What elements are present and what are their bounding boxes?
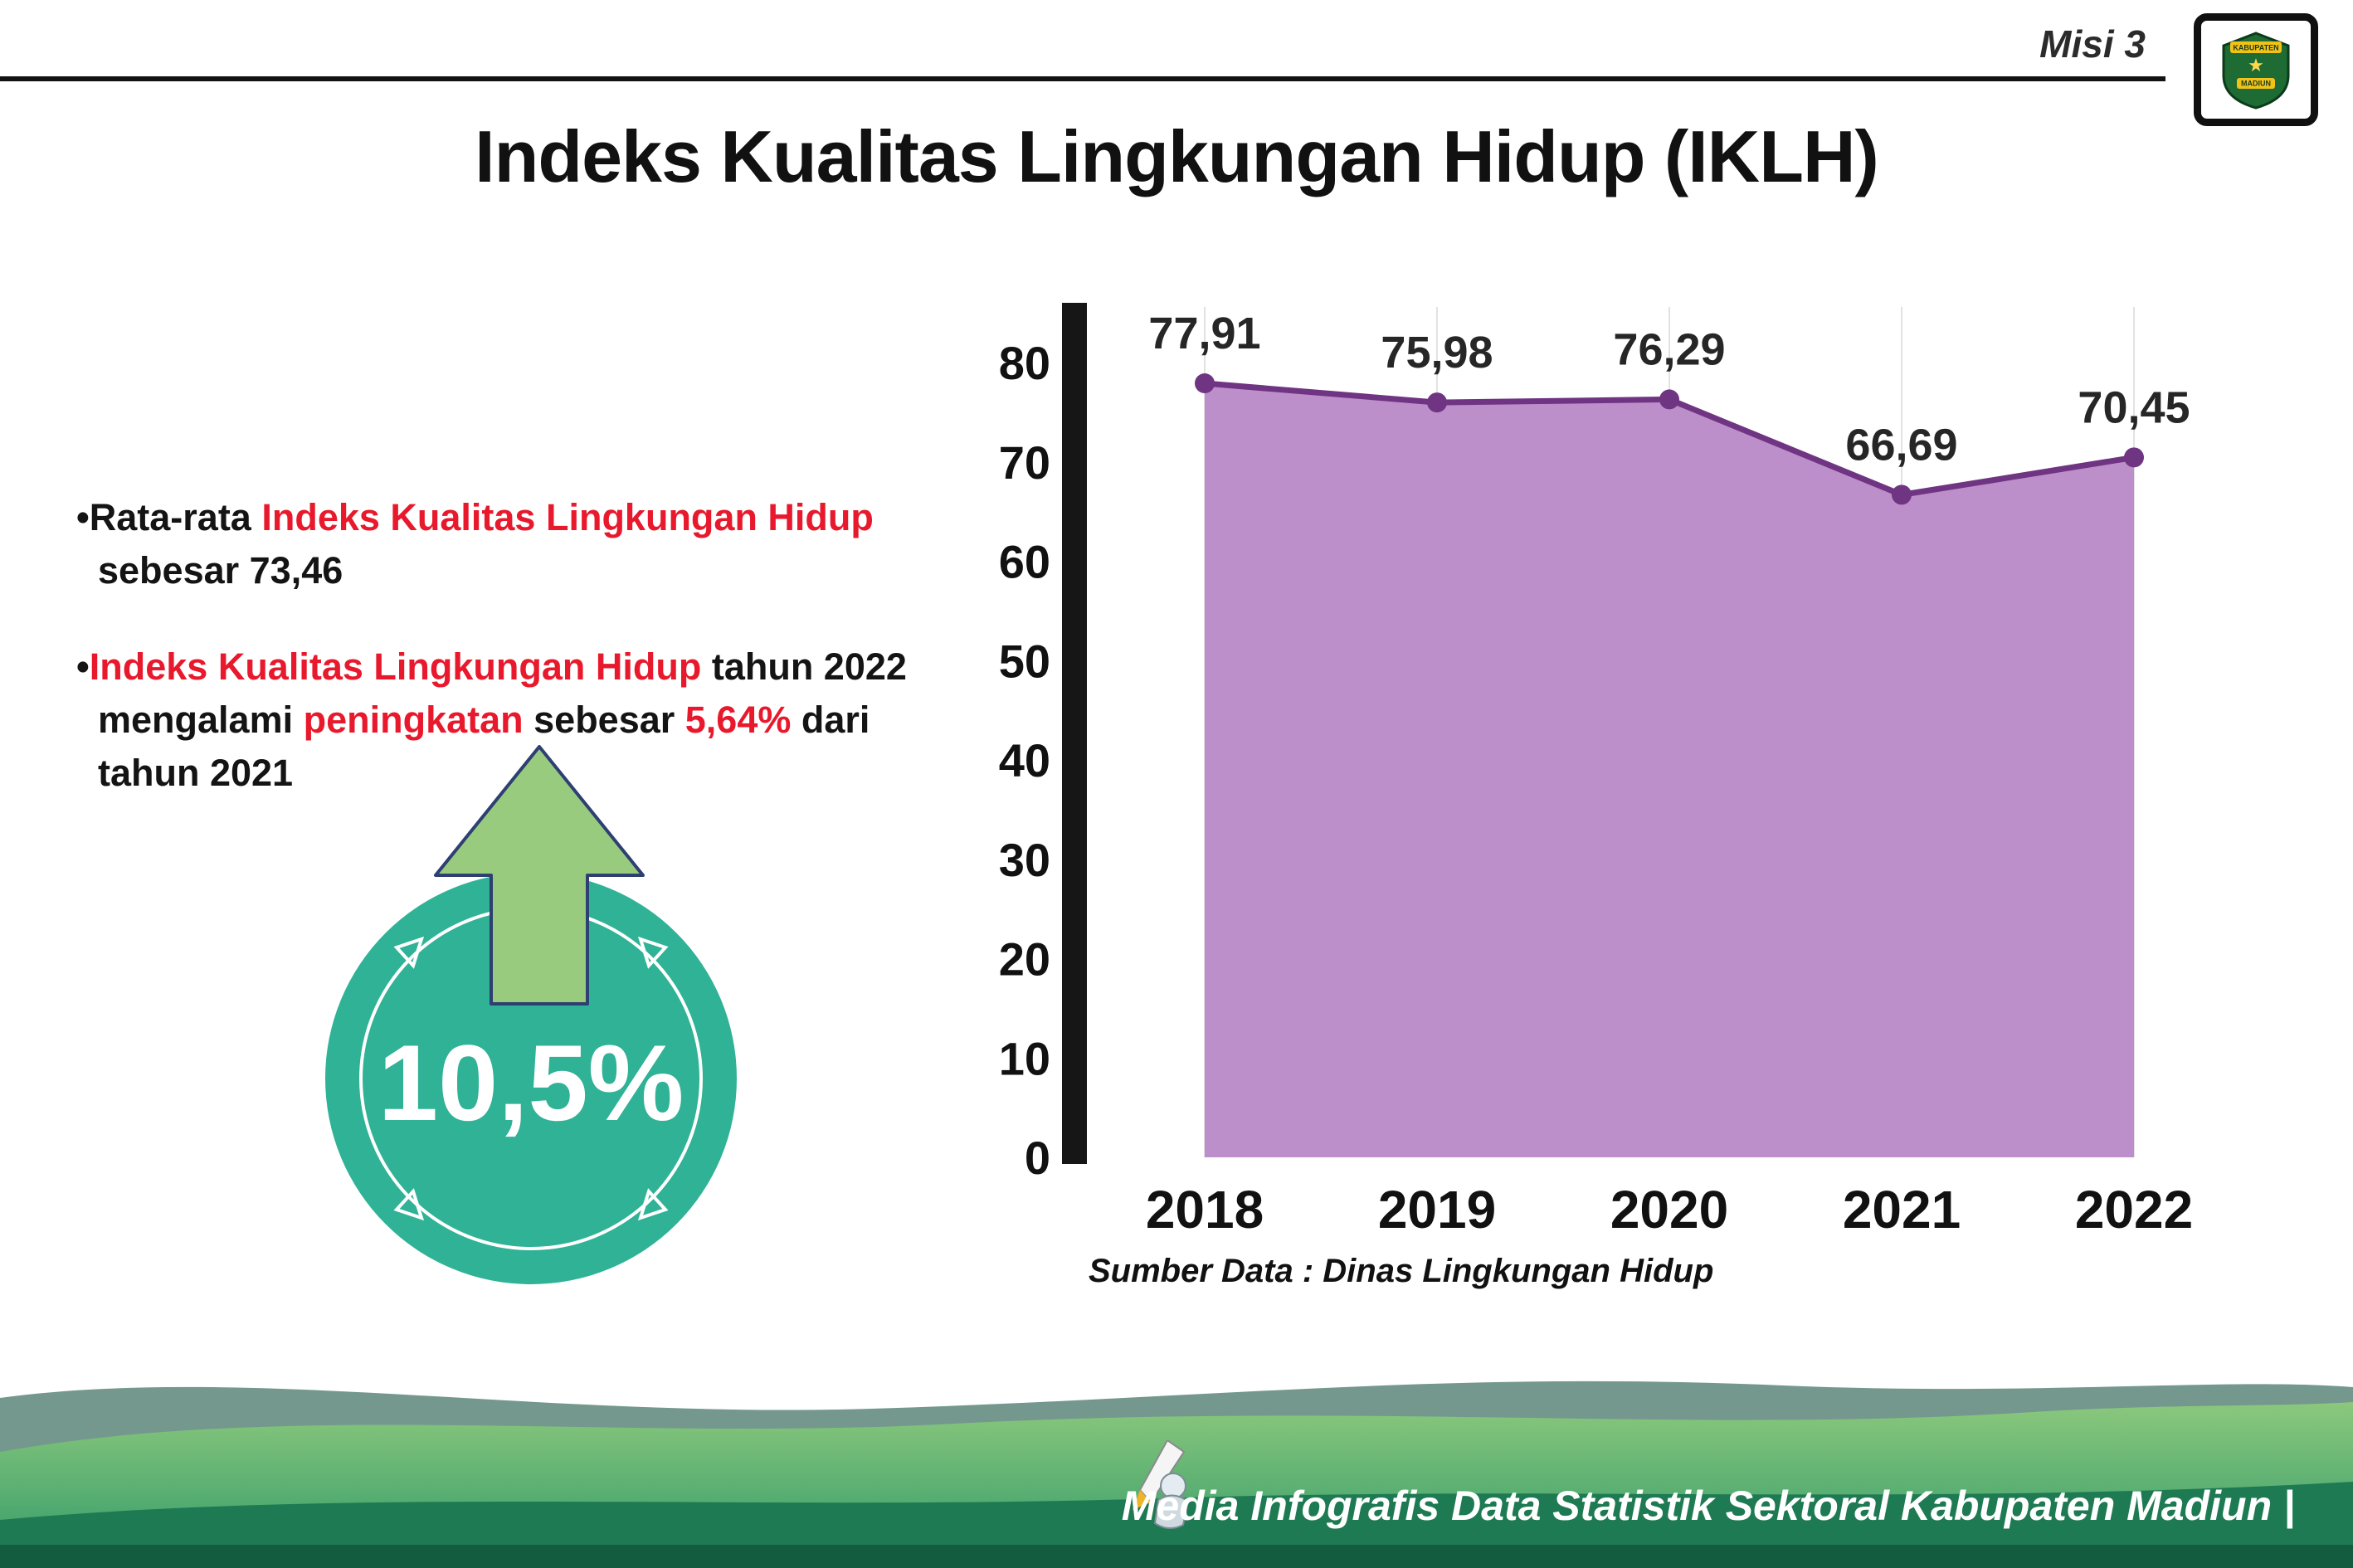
y-tick-label: 60 — [999, 536, 1050, 588]
value-label: 77,91 — [1148, 309, 1260, 358]
kabupaten-madiun-logo: KABUPATEN ★ MADIUN — [2194, 13, 2318, 126]
x-category-label: 2022 — [2075, 1180, 2193, 1239]
source-caption: Sumber Data : Dinas Lingkungan Hidup — [1089, 1253, 1713, 1289]
logo-line1: KABUPATEN — [2233, 44, 2278, 52]
badge-circle — [325, 873, 737, 1284]
increase-badge: 10,5% — [325, 745, 737, 1284]
area-fill — [1205, 383, 2134, 1158]
value-label: 75,98 — [1381, 328, 1493, 377]
data-point — [1892, 485, 1912, 505]
summary-bullets: •Rata-rata Indeks Kualitas Lingkungan Hi… — [76, 491, 972, 842]
y-tick-label: 0 — [1025, 1132, 1050, 1184]
arrow-up-icon — [434, 745, 645, 1006]
badge-percentage: 10,5% — [378, 1022, 684, 1143]
data-point — [1659, 389, 1679, 410]
y-tick-label: 10 — [999, 1032, 1050, 1084]
bullet-line: tahun 2021 — [98, 751, 294, 794]
misi-label: Misi 3 — [2039, 22, 2146, 66]
logo-line2: MADIUN — [2241, 80, 2271, 88]
x-category-label: 2018 — [1146, 1180, 1264, 1239]
logo-star: ★ — [2248, 55, 2264, 75]
ring-triangle-nw — [393, 936, 425, 969]
value-label: 76,29 — [1613, 324, 1725, 374]
data-point — [1195, 373, 1215, 394]
y-tick-label: 80 — [999, 337, 1050, 389]
y-axis-bar — [1062, 303, 1087, 1164]
wave-base-strip — [0, 1545, 2353, 1568]
header-rule — [0, 76, 2165, 81]
page-title: Indeks Kualitas Lingkungan Hidup (IKLH) — [475, 115, 1879, 197]
y-tick-label: 70 — [999, 436, 1050, 489]
ring-triangle-sw — [393, 1188, 425, 1221]
bullet-average-iklh: •Rata-rata Indeks Kualitas Lingkungan Hi… — [76, 491, 972, 597]
value-label: 66,69 — [1845, 420, 1957, 470]
bullet-increase-2022: •Indeks Kualitas Lingkungan Hidup tahun … — [76, 640, 972, 800]
value-label: 70,45 — [2078, 382, 2190, 432]
mascot-icon — [1133, 1440, 1190, 1529]
bullet-line: •Indeks Kualitas Lingkungan Hidup tahun … — [76, 645, 907, 688]
x-category-label: 2021 — [1843, 1180, 1961, 1239]
iklh-area-chart: 77,91 75,98 76,29 66,69 70,45 0 10 20 30 40 50 60 70… — [999, 303, 2193, 1289]
crest-icon: KABUPATEN ★ MADIUN — [2222, 32, 2290, 110]
x-category-label: 2020 — [1610, 1180, 1728, 1239]
y-tick-label: 20 — [999, 933, 1050, 986]
bullet-line: •Rata-rata Indeks Kualitas Lingkungan Hi… — [76, 496, 874, 538]
ring-triangle-se — [637, 1188, 669, 1221]
x-category-label: 2019 — [1378, 1180, 1496, 1239]
bullet-line: sebesar 73,46 — [98, 548, 343, 592]
footer-credit: Media Infografis Data Statistik Sektoral… — [1121, 1483, 2295, 1529]
ring-triangle-ne — [637, 936, 669, 969]
y-tick-label: 40 — [999, 734, 1050, 786]
data-point — [1427, 392, 1447, 413]
bullet-line: mengalami peningkatan sebesar 5,64% dari — [98, 698, 870, 741]
y-tick-label: 30 — [999, 834, 1050, 886]
y-tick-label: 50 — [999, 635, 1050, 687]
data-point — [2124, 447, 2144, 468]
